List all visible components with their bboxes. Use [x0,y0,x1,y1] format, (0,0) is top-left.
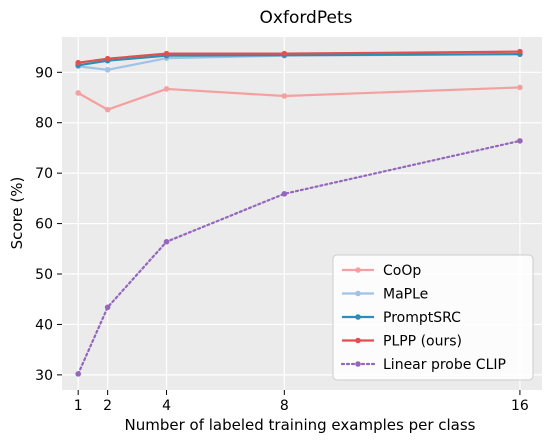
x-tick-label: 4 [162,398,171,414]
y-tick-label: 90 [35,65,53,81]
x-ticks: 1 2 4 8 16 [74,390,529,414]
legend-label: CoOp [383,263,421,279]
data-point [75,59,81,66]
data-point [75,90,81,96]
data-point [75,371,81,377]
data-point [163,238,170,245]
legend-item: CoOp [342,263,421,279]
legend-marker [355,290,361,297]
grid [62,37,542,390]
series-plpp-ours [75,48,523,66]
y-tick-label: 50 [35,267,53,283]
legend-label: MaPLe [383,287,428,303]
series-coop [75,84,523,113]
x-tick-label: 8 [280,398,289,414]
chart-title: OxfordPets [260,8,353,28]
data-point [104,106,111,113]
legend-marker [355,361,361,367]
x-tick-label: 16 [511,398,529,414]
data-point [163,50,170,57]
legend-label: PLPP (ours) [383,334,462,350]
y-axis-label: Score (%) [8,177,26,250]
legend-box [332,254,534,381]
data-point [281,50,288,57]
y-tick-label: 40 [35,317,53,333]
legend-item: MaPLe [342,287,428,303]
legend-label: Linear probe CLIP [383,357,506,373]
legend-label: PromptSRC [383,310,461,326]
x-tick-label: 1 [74,398,83,414]
y-tick-label: 80 [35,116,53,132]
x-tick-label: 2 [103,398,112,414]
data-point [281,191,288,197]
legend-item: PLPP (ours) [342,334,462,350]
data-point [104,304,111,311]
legend-marker [355,337,361,344]
data-point [163,86,170,92]
data-point [104,55,111,62]
legend-item: PromptSRC [342,310,461,326]
legend: CoOp MaPLe PromptSRC PLPP (ours) Linear prob… [332,254,534,381]
series-linear-probe-clip [75,138,523,377]
data-point [517,138,523,144]
y-tick-label: 70 [35,166,53,182]
y-tick-label: 60 [35,217,53,233]
data-point [517,48,523,55]
data-point [281,93,288,99]
legend-marker [355,314,361,320]
data-point [517,84,523,91]
data-point [104,66,111,73]
legend-marker [355,267,361,273]
series-group [75,48,523,377]
x-axis-label: Number of labeled training examples per … [125,416,476,434]
y-tick-label: 30 [35,368,53,384]
y-ticks: 30 40 50 60 70 80 90 [35,65,62,384]
legend-item: Linear probe CLIP [340,357,506,373]
